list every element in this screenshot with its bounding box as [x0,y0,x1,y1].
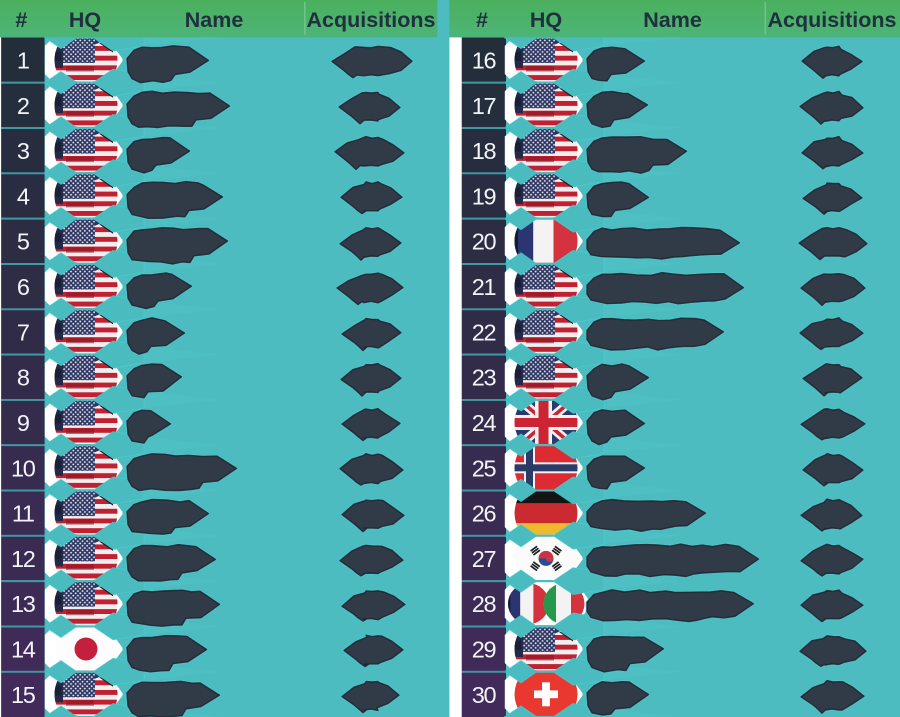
svg-text:#: # [15,8,27,32]
svg-text:11: 11 [12,501,34,527]
svg-text:21: 21 [472,274,496,300]
svg-text:29: 29 [472,637,496,663]
svg-text:Name: Name [643,8,702,32]
svg-text:HQ: HQ [530,8,562,32]
svg-text:24: 24 [472,410,497,436]
svg-text:3: 3 [17,138,30,164]
svg-text:19: 19 [472,183,496,209]
svg-text:30: 30 [472,682,497,708]
svg-text:17: 17 [472,93,496,119]
svg-text:15: 15 [11,682,36,708]
svg-text:28: 28 [472,591,497,617]
svg-text:16: 16 [472,48,497,74]
svg-text:HQ: HQ [69,8,101,32]
svg-text:1: 1 [17,48,29,74]
svg-text:13: 13 [11,591,36,617]
svg-text:27: 27 [472,546,496,572]
svg-text:18: 18 [472,138,497,164]
svg-text:12: 12 [11,546,35,572]
svg-text:7: 7 [17,319,29,345]
svg-text:8: 8 [17,365,30,391]
svg-text:Acquisitions: Acquisitions [767,8,896,32]
svg-text:Name: Name [185,8,244,32]
svg-text:6: 6 [17,274,30,300]
svg-text:26: 26 [472,501,497,527]
svg-text:22: 22 [472,319,496,345]
svg-text:14: 14 [11,637,36,663]
svg-text:5: 5 [17,229,30,255]
svg-text:#: # [476,8,488,32]
svg-text:2: 2 [17,93,29,119]
svg-text:25: 25 [472,455,497,481]
svg-text:Acquisitions: Acquisitions [306,8,435,32]
svg-text:4: 4 [17,183,30,209]
svg-text:20: 20 [472,229,497,255]
svg-text:23: 23 [472,365,497,391]
svg-text:9: 9 [17,410,29,436]
svg-text:10: 10 [11,455,36,481]
